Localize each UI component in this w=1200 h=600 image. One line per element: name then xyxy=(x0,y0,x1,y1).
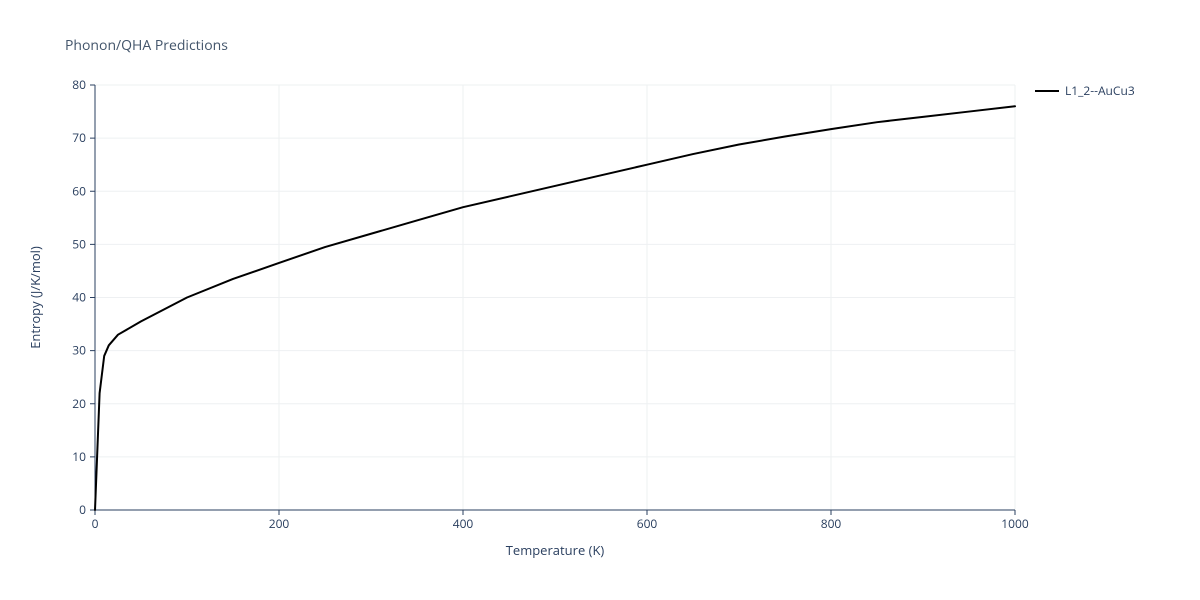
svg-text:200: 200 xyxy=(269,515,290,532)
chart-title: Phonon/QHA Predictions xyxy=(65,36,228,55)
svg-text:Entropy (J/K/mol): Entropy (J/K/mol) xyxy=(26,246,44,349)
plot-area[interactable]: 0 200 400 600 800 1000 0 10 20 30 40 50 60 70 80 Temper… xyxy=(0,0,1200,600)
entropy-chart: Phonon/QHA Predictions 02004006008001000… xyxy=(0,0,1200,600)
legend[interactable]: L1_2--AuCu3 xyxy=(1035,82,1135,99)
svg-text:1000: 1000 xyxy=(1001,515,1029,532)
svg-text:0: 0 xyxy=(92,515,99,532)
svg-text:600: 600 xyxy=(637,515,658,532)
svg-text:80: 80 xyxy=(72,76,86,93)
svg-text:800: 800 xyxy=(821,515,842,532)
legend-item[interactable]: L1_2--AuCu3 xyxy=(1035,82,1135,99)
legend-label: L1_2--AuCu3 xyxy=(1065,82,1135,99)
svg-text:20: 20 xyxy=(72,395,86,412)
svg-text:0: 0 xyxy=(79,501,86,518)
svg-text:70: 70 xyxy=(72,129,86,146)
svg-text:10: 10 xyxy=(72,448,86,465)
svg-text:50: 50 xyxy=(72,235,86,252)
svg-text:Temperature (K): Temperature (K) xyxy=(506,541,605,559)
svg-text:40: 40 xyxy=(72,289,86,306)
svg-text:30: 30 xyxy=(72,342,86,359)
svg-text:400: 400 xyxy=(453,515,474,532)
legend-swatch xyxy=(1035,90,1059,92)
svg-text:60: 60 xyxy=(72,182,86,199)
